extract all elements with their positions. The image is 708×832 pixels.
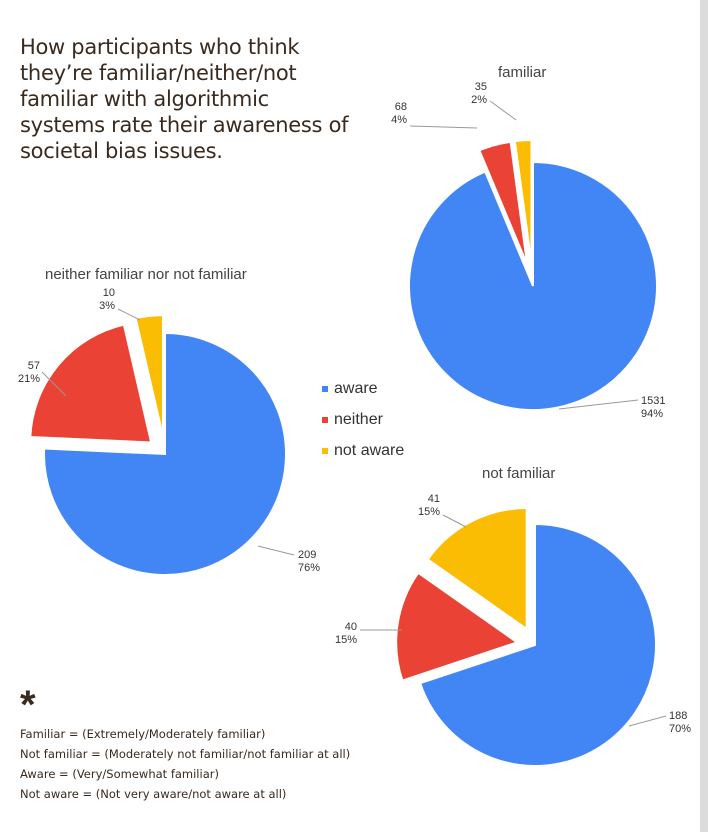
chart-title-neither: neither familiar nor not familiar — [45, 266, 247, 283]
leader-line-aware — [558, 399, 639, 410]
data-label-percent-not-aware: 2% — [471, 94, 487, 106]
page-edge — [700, 0, 708, 832]
data-label-percent-neither: 4% — [391, 114, 407, 126]
legend-swatch-aware — [322, 385, 328, 392]
pie-slice-neither — [478, 140, 529, 266]
leader-line-neither — [41, 371, 67, 397]
asterisk-icon: * — [20, 683, 36, 727]
leader-line-not-aware — [442, 514, 467, 528]
data-label-value-aware: 1531 — [641, 395, 665, 407]
data-label-percent-aware: 70% — [669, 723, 691, 735]
data-label-value-neither: 57 — [28, 360, 40, 372]
pie-slice-not-aware — [426, 507, 528, 631]
legend-item-aware: aware — [322, 373, 404, 404]
legend-item-not-aware: not aware — [322, 435, 404, 466]
legend-label-not-aware: not aware — [334, 441, 405, 459]
pie-chart-neither: neither familiar nor not familiar 20976%… — [18, 266, 320, 576]
pie-slice-not-aware — [513, 139, 533, 265]
legend-label-neither: neither — [334, 410, 383, 428]
pie-slice-aware — [418, 522, 657, 767]
data-label-value-aware: 188 — [669, 710, 687, 722]
leader-line-neither — [409, 125, 478, 129]
leader-line-aware — [628, 715, 667, 727]
data-label-percent-aware: 76% — [298, 562, 320, 574]
pie-slice-aware — [43, 331, 287, 576]
leader-line-not-aware — [489, 100, 517, 121]
footnote: * Familiar = (Extremely/Moderately famil… — [20, 683, 351, 804]
pie-slice-neither — [29, 323, 153, 444]
chart-title-not-familiar: not familiar — [482, 465, 555, 482]
data-label-value-not-aware: 10 — [103, 287, 115, 299]
data-label-percent-neither: 15% — [335, 634, 357, 646]
pie-slice-neither — [395, 571, 520, 682]
page-title: How participants who think they’re famil… — [20, 35, 349, 163]
footnote-familiar: Familiar = (Extremely/Moderately familia… — [20, 727, 266, 741]
data-label-percent-neither: 21% — [18, 373, 40, 385]
data-label-value-neither: 68 — [395, 101, 407, 113]
data-label-percent-aware: 94% — [641, 408, 663, 420]
chart-title-familiar: familiar — [498, 64, 546, 81]
data-label-percent-not-aware: 15% — [418, 506, 440, 518]
footnote-not-familiar: Not familiar = (Moderately not familiar/… — [20, 747, 351, 761]
data-label-value-not-aware: 41 — [428, 493, 440, 505]
footnote-not-aware: Not aware = (Not very aware/not aware at… — [20, 787, 287, 801]
legend-item-neither: neither — [322, 404, 404, 435]
data-label-value-neither: 40 — [345, 621, 357, 633]
legend-swatch-neither — [322, 416, 328, 423]
data-label-value-aware: 209 — [298, 549, 316, 561]
pie-slice-aware — [408, 160, 658, 411]
data-label-percent-not-aware: 3% — [99, 300, 115, 312]
footnote-aware: Aware = (Very/Somewhat familiar) — [20, 767, 219, 781]
legend-label-aware: aware — [334, 379, 378, 397]
leader-line-not-aware — [117, 308, 141, 321]
data-label-value-not-aware: 35 — [475, 81, 487, 93]
legend-swatch-not-aware — [322, 447, 328, 454]
legend: aware neither not aware — [322, 373, 404, 466]
leader-line-aware — [257, 545, 295, 556]
